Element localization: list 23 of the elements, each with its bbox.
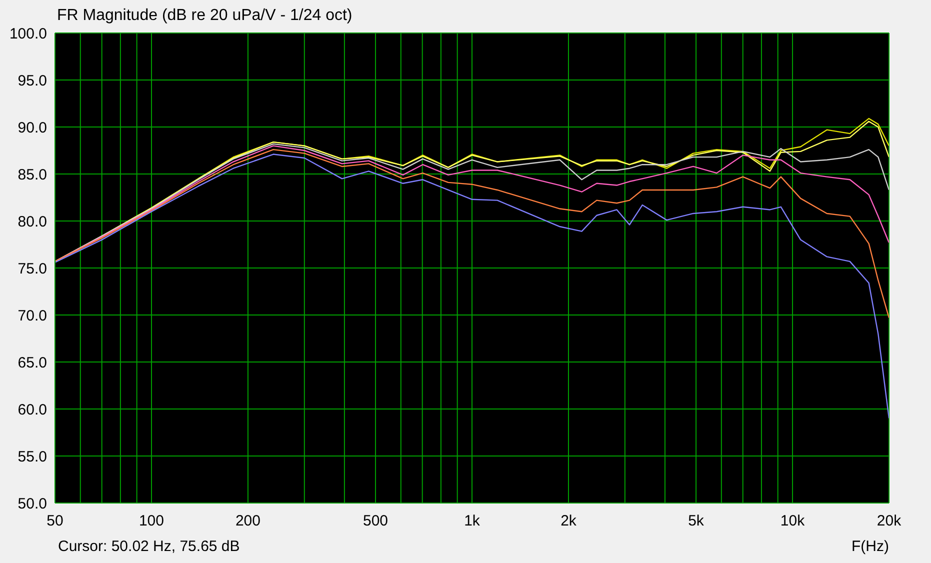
y-tick-label: 95.0 [18,72,47,90]
x-tick-label: 2k [560,512,577,530]
x-tick-label: 5k [688,512,704,530]
x-tick-label: 500 [363,512,388,530]
x-tick-label: 100 [138,512,164,530]
y-tick-label: 65.0 [18,354,47,372]
x-tick-label: 200 [235,512,260,530]
y-tick-label: 70.0 [18,307,47,324]
x-axis-title: F(Hz) [852,538,889,555]
text: Cursor: 50.02 Hz, 75.65 dB [58,538,240,555]
y-tick-label: 80.0 [18,213,47,230]
x-tick-label: 20k [876,512,902,530]
y-tick-label: 60.0 [18,401,47,418]
y-tick-label: 100.0 [9,25,47,42]
chart-title: FR Magnitude (dB re 20 uPa/V - 1/24 oct) [57,7,352,25]
y-tick-label: 75.0 [18,260,47,278]
x-tick-label: 10k [780,512,806,530]
x-tick-label: 1k [464,512,480,530]
y-tick-label: 85.0 [18,166,47,184]
y-tick-label: 90.0 [18,119,47,136]
y-tick-label: 55.0 [18,448,47,466]
x-tick-label: 50 [46,512,64,530]
y-tick-label: 50.0 [18,495,47,512]
